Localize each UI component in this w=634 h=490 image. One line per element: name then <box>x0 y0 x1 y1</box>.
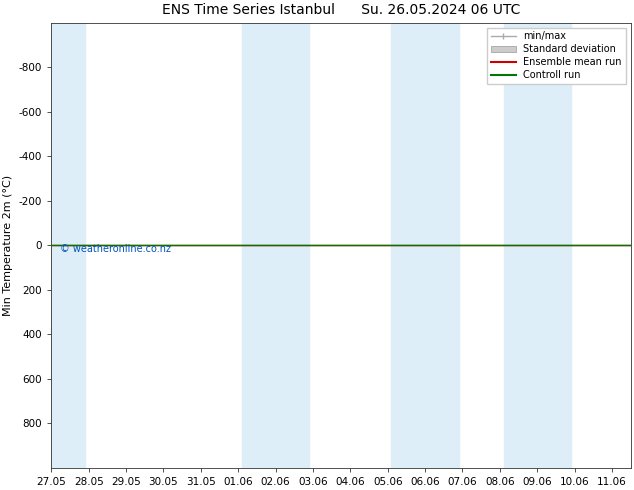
Y-axis label: Min Temperature 2m (°C): Min Temperature 2m (°C) <box>3 174 13 316</box>
Title: ENS Time Series Istanbul      Su. 26.05.2024 06 UTC: ENS Time Series Istanbul Su. 26.05.2024 … <box>162 3 520 17</box>
Bar <box>391 23 459 467</box>
Bar <box>503 23 571 467</box>
Legend: min/max, Standard deviation, Ensemble mean run, Controll run: min/max, Standard deviation, Ensemble me… <box>488 27 626 84</box>
Text: © weatheronline.co.nz: © weatheronline.co.nz <box>60 244 171 254</box>
Bar <box>51 23 85 467</box>
Bar <box>242 23 309 467</box>
